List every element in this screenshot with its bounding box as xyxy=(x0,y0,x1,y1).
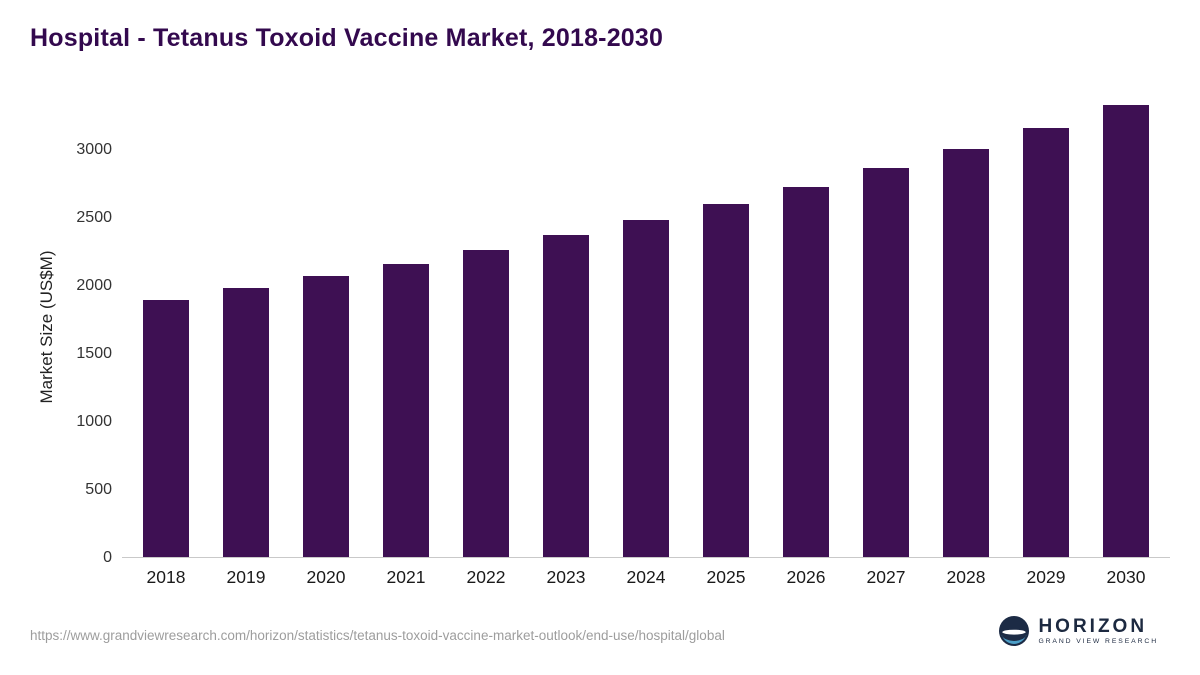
bar-slot xyxy=(606,96,686,557)
bar-2025 xyxy=(703,203,749,557)
bar-slot xyxy=(446,96,526,557)
y-tick-label: 500 xyxy=(85,481,112,499)
bar-2023 xyxy=(543,234,589,557)
x-tick-label: 2025 xyxy=(706,567,746,587)
horizon-logo: HORIZON GRAND VIEW RESEARCH xyxy=(999,616,1158,646)
logo-subtitle: GRAND VIEW RESEARCH xyxy=(1038,638,1158,645)
bar-slot xyxy=(1086,96,1166,557)
bar-2019 xyxy=(223,287,269,557)
bar-slot xyxy=(846,96,926,557)
y-tick-label: 1500 xyxy=(76,345,112,363)
bar-2020 xyxy=(303,275,349,557)
bars-row xyxy=(122,96,1170,558)
bar-slot xyxy=(526,96,606,557)
source-url: https://www.grandviewresearch.com/horizo… xyxy=(30,628,725,643)
bar-2022 xyxy=(463,249,509,557)
bar-slot xyxy=(1006,96,1086,557)
x-axis: 2018 2019 2020 2021 2022 2023 2024 2025 2026 2027… xyxy=(122,567,1170,588)
y-tick-label: 1000 xyxy=(76,413,112,431)
bar-2029 xyxy=(1023,127,1069,557)
plot-area: 2018 2019 2020 2021 2022 2023 2024 2025 2026 2027… xyxy=(122,96,1170,588)
bar-slot xyxy=(686,96,766,557)
bar-slot xyxy=(206,96,286,557)
bar-2028 xyxy=(943,148,989,557)
horizon-logo-text: HORIZON GRAND VIEW RESEARCH xyxy=(1038,616,1158,646)
horizon-logo-icon xyxy=(999,616,1030,646)
y-tick-label: 2000 xyxy=(76,277,112,295)
bar-2021 xyxy=(383,263,429,557)
x-tick-label: 2024 xyxy=(626,567,666,587)
y-axis-label: Market Size (US$M) xyxy=(37,250,56,404)
x-tick-label: 2021 xyxy=(386,567,426,587)
x-tick-label: 2020 xyxy=(306,567,346,587)
bar-2027 xyxy=(863,168,909,557)
y-tick-label: 3000 xyxy=(76,141,112,159)
bar-slot xyxy=(126,96,206,557)
x-tick-label: 2027 xyxy=(866,567,906,587)
bar-2018 xyxy=(143,300,189,557)
y-axis: 0 500 1000 1500 2000 2500 3000 xyxy=(64,96,122,566)
bar-slot xyxy=(766,96,846,557)
x-tick-label: 2022 xyxy=(466,567,506,587)
x-tick-label: 2019 xyxy=(226,567,266,587)
chart-title: Hospital - Tetanus Toxoid Vaccine Market… xyxy=(30,24,664,52)
bar-slot xyxy=(926,96,1006,557)
y-tick-label: 2500 xyxy=(76,209,112,227)
x-tick-label: 2030 xyxy=(1106,567,1146,587)
bar-slot xyxy=(366,96,446,557)
x-tick-label: 2023 xyxy=(546,567,586,587)
bar-2024 xyxy=(623,220,669,557)
bar-chart: Market Size (US$M) 0 500 1000 1500 2000 2500 3… xyxy=(30,96,1170,596)
x-tick-label: 2026 xyxy=(786,567,826,587)
logo-name: HORIZON xyxy=(1038,616,1148,637)
bar-2030 xyxy=(1103,104,1149,557)
x-tick-label: 2028 xyxy=(946,567,986,587)
bar-2026 xyxy=(783,186,829,557)
y-tick-label: 0 xyxy=(103,549,112,566)
bar-slot xyxy=(286,96,366,557)
y-axis-label-column: Market Size (US$M) xyxy=(30,96,64,558)
x-tick-label: 2018 xyxy=(146,567,186,587)
x-tick-label: 2029 xyxy=(1026,567,1066,587)
